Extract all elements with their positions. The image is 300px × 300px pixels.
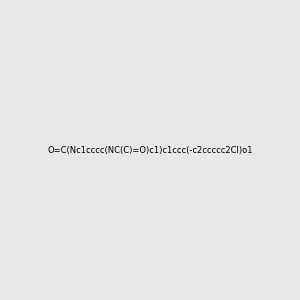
Text: O=C(Nc1cccc(NC(C)=O)c1)c1ccc(-c2ccccc2Cl)o1: O=C(Nc1cccc(NC(C)=O)c1)c1ccc(-c2ccccc2Cl… bbox=[47, 146, 253, 154]
